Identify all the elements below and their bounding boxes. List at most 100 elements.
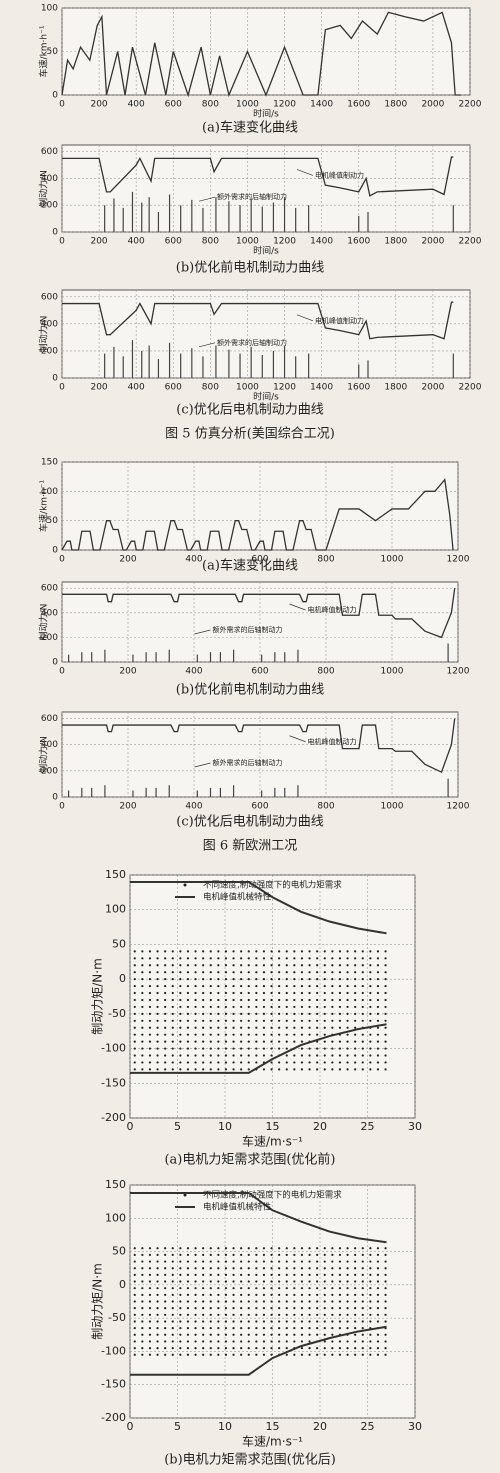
data-dot	[232, 1300, 235, 1303]
x-tick-label: 600	[165, 237, 182, 247]
data-dot	[285, 991, 288, 995]
y-tick-label: 0	[52, 658, 58, 668]
data-dot	[323, 971, 326, 974]
data-dot	[133, 1026, 136, 1029]
data-dot	[247, 1280, 250, 1283]
data-dot	[164, 1033, 167, 1036]
x-tick-label: 1600	[347, 383, 370, 393]
data-dot	[202, 1273, 205, 1276]
data-dot	[202, 1054, 205, 1057]
data-dot	[369, 1005, 372, 1009]
data-dot	[300, 957, 304, 960]
annotation-arrow	[194, 762, 211, 768]
data-dot	[270, 1307, 273, 1310]
data-dot	[232, 1267, 235, 1270]
data-dot	[209, 1340, 212, 1343]
data-dot	[224, 964, 228, 967]
data-dot	[217, 1040, 220, 1043]
data-dot	[148, 1287, 152, 1290]
data-dot	[148, 978, 152, 981]
data-dot	[255, 1320, 258, 1323]
annotation-arrow	[194, 629, 211, 635]
data-dot	[376, 1019, 380, 1022]
data-dot	[164, 1267, 167, 1270]
data-dot	[148, 1267, 152, 1270]
data-dot	[338, 1267, 342, 1270]
data-dot	[369, 1333, 372, 1336]
data-dot	[346, 1012, 349, 1015]
data-dot	[285, 1340, 288, 1343]
data-dot	[133, 964, 136, 967]
data-dot	[369, 964, 372, 967]
data-dot	[141, 1347, 144, 1350]
data-dot	[171, 991, 174, 995]
x-tick-label: 2200	[459, 383, 482, 393]
data-dot	[232, 1253, 235, 1256]
data-dot	[194, 1012, 197, 1015]
x-tick-label: 20	[313, 1420, 327, 1433]
data-dot	[141, 1260, 144, 1263]
data-dot	[179, 1061, 182, 1064]
data-dot	[323, 984, 326, 988]
data-dot	[376, 1260, 380, 1263]
data-dot	[232, 1061, 235, 1064]
data-dot	[148, 1313, 152, 1316]
data-dot	[262, 1280, 266, 1283]
data-dot	[262, 1012, 266, 1015]
data-dot	[361, 1247, 364, 1250]
data-dot	[262, 1347, 266, 1350]
data-dot	[255, 964, 258, 967]
data-dot	[255, 1019, 258, 1022]
data-dot	[232, 957, 235, 960]
data-dot	[262, 1026, 266, 1029]
data-dot	[300, 991, 304, 995]
data-dot	[194, 1273, 197, 1276]
data-dot	[308, 1253, 311, 1256]
data-dot	[217, 1353, 220, 1356]
data-dot	[331, 964, 334, 967]
x-tick-label: 2200	[459, 100, 482, 110]
data-dot	[240, 1260, 243, 1263]
data-dot	[224, 1307, 228, 1310]
data-dot	[316, 978, 319, 981]
data-dot	[171, 1320, 174, 1323]
data-dot	[369, 1253, 372, 1256]
data-dot	[224, 1273, 228, 1276]
data-dot	[300, 1247, 304, 1250]
data-dot	[255, 1327, 258, 1330]
data-dot	[156, 1353, 159, 1356]
data-dot	[186, 1040, 190, 1043]
data-dot	[141, 1012, 144, 1015]
data-dot	[270, 1287, 273, 1290]
data-dot	[285, 1033, 288, 1036]
data-dot	[338, 1353, 342, 1356]
data-dot	[323, 1005, 326, 1009]
data-dot	[361, 1047, 364, 1050]
data-dot	[133, 1273, 136, 1276]
data-dot	[323, 1280, 326, 1283]
data-dot	[285, 1287, 288, 1290]
data-dot	[179, 950, 182, 953]
data-dot	[308, 1054, 311, 1057]
y-tick-label: 50	[47, 47, 59, 57]
data-dot	[156, 1061, 159, 1064]
data-dot	[194, 1026, 197, 1029]
data-dot	[361, 1033, 364, 1036]
data-dot	[331, 1313, 334, 1316]
data-dot	[240, 991, 243, 995]
data-dot	[202, 950, 205, 953]
data-dot	[186, 957, 190, 960]
data-dot	[331, 1293, 334, 1296]
data-dot	[270, 957, 273, 960]
x-tick-label: 1200	[447, 667, 470, 677]
data-dot	[202, 1333, 205, 1336]
data-dot	[217, 984, 220, 988]
data-dot	[255, 1280, 258, 1283]
data-dot	[300, 1068, 304, 1071]
data-dot	[346, 1026, 349, 1029]
data-dot	[194, 1019, 197, 1022]
data-dot	[232, 1068, 235, 1071]
data-dot	[262, 1300, 266, 1303]
data-dot	[224, 1068, 228, 1071]
